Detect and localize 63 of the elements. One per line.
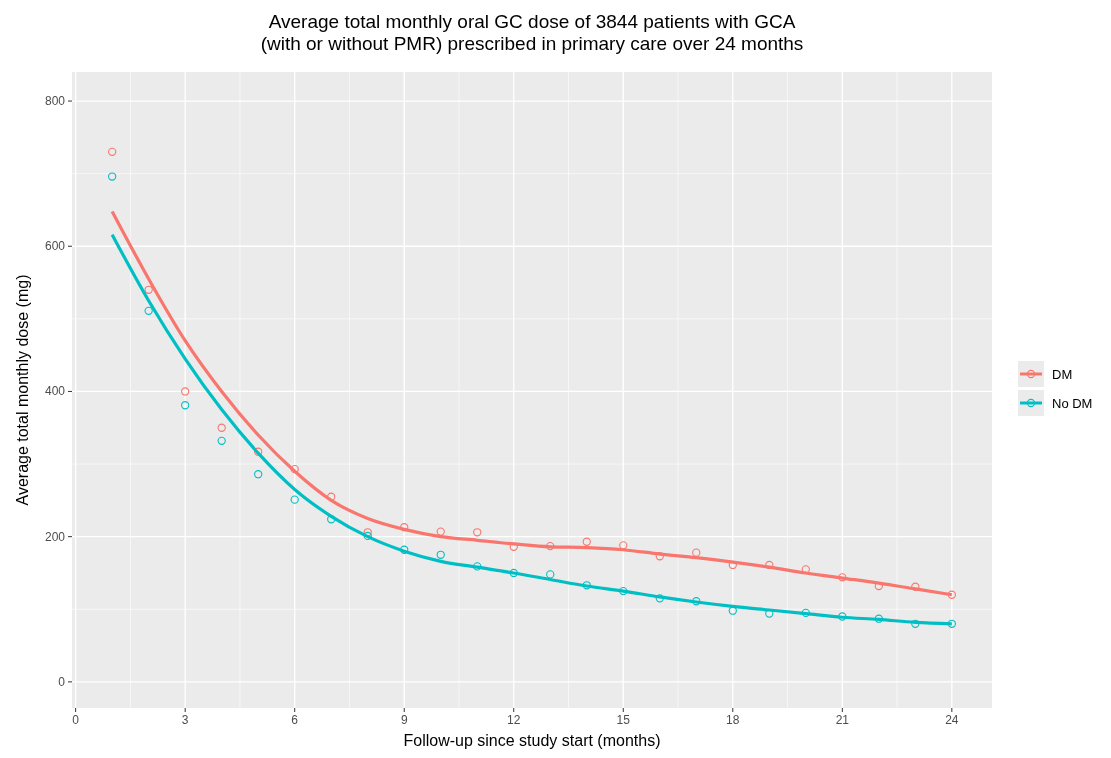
x-tick-label: 0 [72, 713, 80, 727]
point [655, 552, 664, 561]
point [181, 387, 190, 396]
point [728, 606, 737, 615]
chart-title: Average total monthly oral GC dose of 3844 patients with GCA (with or without PMR) prescribed in primary care over 24 months [260, 11, 804, 54]
point [582, 537, 591, 546]
point [217, 423, 226, 432]
point [144, 306, 153, 316]
point [181, 401, 190, 410]
point [254, 447, 263, 456]
point [947, 590, 956, 599]
y-tick-label: 0 [58, 674, 66, 689]
point [509, 542, 518, 551]
point [290, 464, 299, 474]
point [692, 597, 701, 606]
legend-label: No DM [1052, 396, 1093, 411]
point [327, 515, 336, 524]
point [947, 619, 956, 628]
point [363, 528, 372, 537]
point [838, 612, 847, 621]
y-tick-label: 200 [44, 529, 66, 544]
x-tick-label: 15 [616, 713, 631, 727]
point [217, 436, 226, 445]
y-tick-label: 800 [44, 94, 66, 109]
point [108, 147, 117, 157]
point [874, 614, 883, 623]
point [728, 560, 737, 570]
point [473, 528, 482, 537]
x-tick-label: 3 [181, 713, 189, 727]
point [473, 562, 482, 571]
point [838, 573, 847, 582]
point [619, 586, 628, 596]
point [290, 495, 299, 504]
legend-label: DM [1052, 367, 1073, 382]
point [436, 527, 445, 536]
point [509, 568, 518, 578]
point [108, 172, 117, 181]
point [801, 608, 810, 618]
point [254, 470, 263, 479]
point [911, 582, 920, 591]
point [692, 548, 701, 557]
point [546, 570, 555, 579]
x-tick-label: 18 [726, 713, 740, 727]
x-axis-title: Follow-up since study start (months) [403, 732, 661, 749]
y-axis-title: Average total monthly dose (mg) [14, 274, 31, 506]
point [436, 550, 445, 559]
point [400, 545, 409, 554]
x-tick-label: 21 [835, 713, 850, 727]
point [363, 531, 372, 541]
point [327, 492, 336, 501]
x-tick-label: 9 [400, 713, 408, 727]
point [546, 541, 555, 551]
point [655, 594, 664, 603]
y-tick-label: 400 [44, 384, 66, 399]
point [911, 619, 920, 628]
x-tick-label: 12 [507, 713, 521, 727]
point [582, 581, 591, 590]
y-tick-label: 600 [44, 239, 66, 254]
point [619, 541, 628, 550]
x-tick-label: 24 [945, 713, 959, 727]
point [765, 560, 774, 570]
x-tick-label: 6 [291, 713, 299, 727]
point [144, 285, 153, 294]
